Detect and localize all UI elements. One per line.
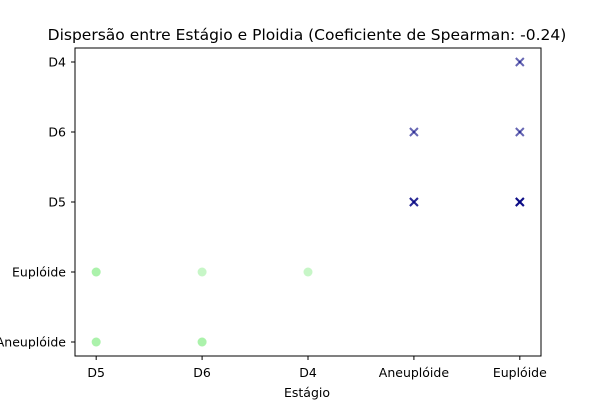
x-tick-label: D4 bbox=[299, 365, 317, 380]
y-tick-label: D4 bbox=[48, 55, 66, 70]
x-tick-label: D6 bbox=[193, 365, 211, 380]
plot-frame bbox=[74, 47, 542, 357]
data-point-circle bbox=[91, 267, 101, 277]
data-point-cross bbox=[515, 57, 525, 67]
data-point-cross bbox=[515, 197, 525, 207]
x-axis-label: Estágio bbox=[284, 385, 330, 400]
chart-title: Dispersão entre Estágio e Ploidia (Coefi… bbox=[48, 26, 567, 44]
y-tick-label: Aneuplóide bbox=[0, 335, 66, 350]
y-tick-label: D6 bbox=[48, 125, 66, 140]
x-tick-label: Euplóide bbox=[493, 365, 547, 380]
x-tick-label: D5 bbox=[87, 365, 105, 380]
data-point-cross bbox=[409, 127, 419, 137]
plot-marks bbox=[91, 57, 525, 347]
data-point-cross bbox=[515, 127, 525, 137]
data-point-circle bbox=[197, 267, 207, 277]
data-point-circle bbox=[197, 337, 207, 347]
data-point-circle bbox=[303, 267, 313, 277]
y-tick-label: D5 bbox=[48, 195, 66, 210]
y-tick-label: Euplóide bbox=[12, 265, 66, 280]
x-tick-label: Aneuplóide bbox=[379, 365, 450, 380]
y-axis: Aneuplóide Euplóide D5 D6 D4 bbox=[0, 55, 75, 350]
x-axis: D5 D6 D4 Aneuplóide Euplóide bbox=[87, 356, 547, 380]
data-point-cross bbox=[409, 197, 419, 207]
data-point-circle bbox=[91, 337, 101, 347]
